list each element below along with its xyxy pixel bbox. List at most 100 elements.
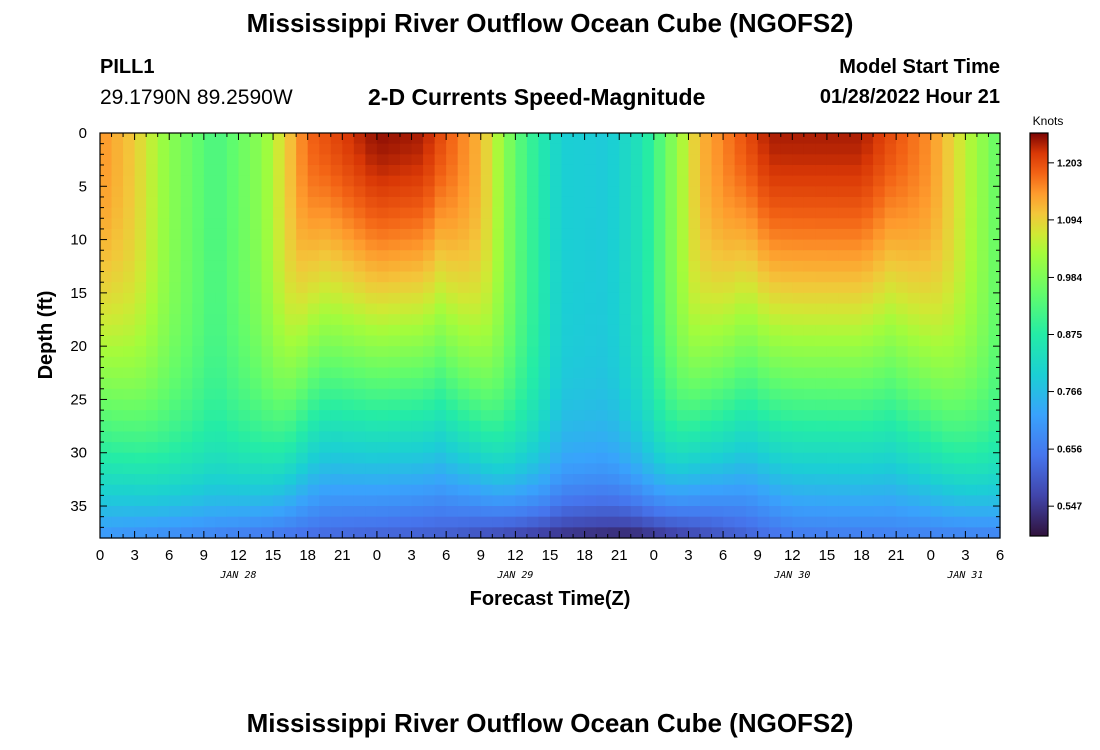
heatmap-cell <box>273 495 286 507</box>
heatmap-cell <box>330 324 343 337</box>
heatmap-cell <box>711 431 724 443</box>
heatmap-cell <box>642 431 655 443</box>
heatmap-cell <box>446 463 459 475</box>
heatmap-cell <box>734 282 747 294</box>
heatmap-cell <box>711 239 724 251</box>
heatmap-cell <box>573 516 586 528</box>
heatmap-cell <box>423 474 436 486</box>
heatmap-cell <box>930 133 943 145</box>
heatmap-cell <box>907 516 920 528</box>
heatmap-cell <box>250 452 263 464</box>
heatmap-cell <box>446 186 459 198</box>
heatmap-cell <box>342 324 355 337</box>
heatmap-cell <box>723 346 736 358</box>
heatmap-cell <box>503 484 516 496</box>
heatmap-cell <box>480 164 493 177</box>
heatmap-cell <box>630 143 643 155</box>
heatmap-cell <box>296 463 309 475</box>
heatmap-cell <box>884 154 897 166</box>
heatmap-cell <box>965 410 978 422</box>
heatmap-cell <box>873 335 886 347</box>
heatmap-cell <box>723 378 736 390</box>
heatmap-cell <box>769 303 782 315</box>
heatmap-cell <box>203 164 216 177</box>
heatmap-cell <box>515 346 528 358</box>
heatmap-cell <box>123 314 136 326</box>
heatmap-cell <box>803 399 816 411</box>
heatmap-cell <box>584 452 597 464</box>
heatmap-cell <box>676 378 690 390</box>
heatmap-cell <box>157 484 170 496</box>
heatmap-cell <box>919 367 932 379</box>
heatmap-cell <box>769 250 782 262</box>
heatmap-cell <box>930 228 943 241</box>
heatmap-cell <box>792 346 805 358</box>
heatmap-cell <box>757 133 770 145</box>
heatmap-cell <box>538 260 551 273</box>
heatmap-cell <box>434 442 447 454</box>
heatmap-cell <box>607 399 620 411</box>
heatmap-cell <box>296 250 309 262</box>
heatmap-cell <box>769 506 782 518</box>
heatmap-cell <box>330 314 343 326</box>
heatmap-cell <box>734 133 747 145</box>
heatmap-cell <box>700 388 713 401</box>
heatmap-cell <box>665 506 678 518</box>
heatmap-cell <box>573 218 586 230</box>
heatmap-cell <box>607 218 620 230</box>
heatmap-cell <box>550 324 563 337</box>
heatmap-cell <box>896 346 909 358</box>
heatmap-cell <box>365 239 378 251</box>
heatmap-cell <box>330 442 343 454</box>
heatmap-cell <box>873 207 886 219</box>
heatmap-cell <box>850 271 863 283</box>
heatmap-cell <box>896 516 909 528</box>
heatmap-cell <box>873 196 886 209</box>
heatmap-cell <box>238 207 251 219</box>
heatmap-cell <box>976 431 990 443</box>
heatmap-cell <box>596 282 609 294</box>
heatmap-cell <box>815 143 828 155</box>
heatmap-cell <box>607 356 620 369</box>
heatmap-cell <box>965 420 978 433</box>
heatmap-cell <box>561 463 574 475</box>
heatmap-cell <box>423 388 436 401</box>
heatmap-cell <box>503 260 516 273</box>
heatmap-cell <box>584 506 597 518</box>
heatmap-cell <box>100 410 113 422</box>
heatmap-cell <box>353 175 366 187</box>
heatmap-cell <box>884 271 897 283</box>
heatmap-cell <box>203 218 216 230</box>
heatmap-cell <box>526 292 540 305</box>
heatmap-cell <box>873 186 886 198</box>
heatmap-cell <box>434 314 447 326</box>
heatmap-cell <box>988 292 1001 305</box>
heatmap-cell <box>676 143 690 155</box>
heatmap-cell <box>757 154 770 166</box>
heatmap-cell <box>307 506 320 518</box>
heatmap-cell <box>965 474 978 486</box>
heatmap-cell <box>284 442 297 454</box>
heatmap-cell <box>976 356 990 369</box>
heatmap-cell <box>676 154 690 166</box>
heatmap-cell <box>469 175 482 187</box>
heatmap-cell <box>400 378 413 390</box>
heatmap-cell <box>653 506 666 518</box>
heatmap-cell <box>919 164 932 177</box>
heatmap-cell <box>619 250 632 262</box>
heatmap-cell <box>250 420 263 433</box>
heatmap-cell <box>169 388 182 401</box>
heatmap-cell <box>757 239 770 251</box>
heatmap-cell <box>365 133 378 145</box>
heatmap-cell <box>180 410 193 422</box>
heatmap-cell <box>203 186 216 198</box>
heatmap-cell <box>365 452 378 464</box>
heatmap-cell <box>942 186 955 198</box>
heatmap-cell <box>619 420 632 433</box>
heatmap-cell <box>861 420 874 433</box>
heatmap-cell <box>169 175 182 187</box>
heatmap-cell <box>503 463 516 475</box>
heatmap-cell <box>746 399 759 411</box>
heatmap-cell <box>307 474 320 486</box>
heatmap-cell <box>296 133 309 145</box>
